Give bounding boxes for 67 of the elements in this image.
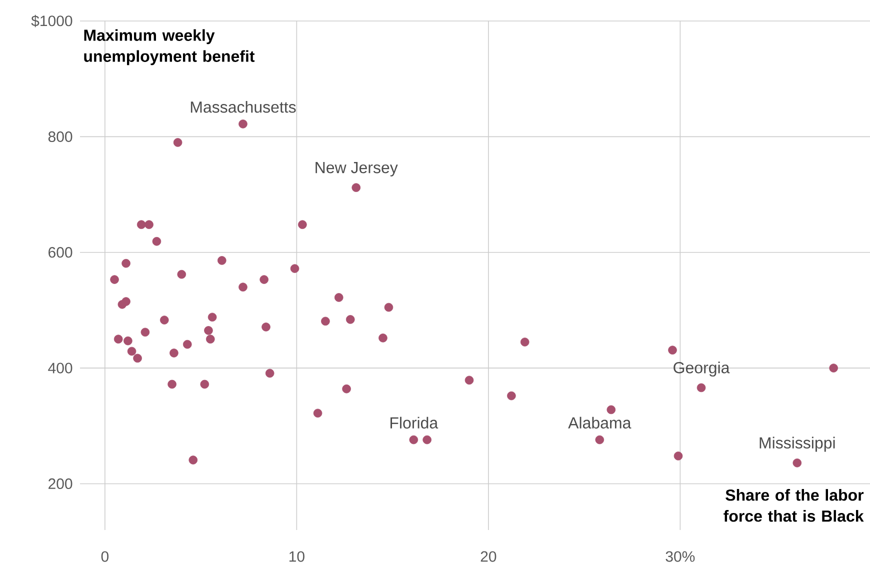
point <box>507 391 516 400</box>
point <box>346 315 355 324</box>
point <box>829 364 838 372</box>
annotation: Georgia <box>674 362 730 377</box>
point <box>160 316 169 324</box>
point <box>200 380 210 389</box>
point <box>260 275 268 284</box>
annotation: Alabama <box>568 416 632 429</box>
point <box>409 435 418 444</box>
y-tick-label: 600 <box>48 247 72 258</box>
point <box>114 334 123 344</box>
point <box>238 282 248 292</box>
point <box>290 264 300 273</box>
x-axis-title: Share of the labor force that is Black <box>724 489 864 522</box>
point <box>144 220 154 230</box>
x-tick-label: 10 <box>289 551 304 562</box>
point <box>124 336 132 346</box>
x-tick-label: 0 <box>101 551 109 562</box>
point <box>182 340 192 349</box>
y-tick-label: $1000 <box>31 14 72 28</box>
y-axis-title: Maximum weekly unemployment benefit <box>84 29 255 66</box>
annotation: Mississippi <box>760 436 835 452</box>
point <box>152 236 162 246</box>
point <box>606 405 616 414</box>
point <box>133 354 142 363</box>
point <box>173 138 182 147</box>
point <box>262 322 270 332</box>
point <box>520 338 530 346</box>
point <box>422 435 432 444</box>
point <box>464 376 474 385</box>
point <box>122 258 130 268</box>
point <box>313 408 322 418</box>
point <box>298 220 307 230</box>
point <box>168 380 176 389</box>
point <box>177 270 186 279</box>
annotation: New Jersey <box>316 162 398 176</box>
point <box>127 346 136 356</box>
point <box>110 275 119 284</box>
point <box>238 120 248 128</box>
point <box>668 346 677 355</box>
point <box>206 334 215 344</box>
point <box>188 456 198 464</box>
y-tick-label: 400 <box>48 362 72 374</box>
point <box>140 328 150 337</box>
annotation: Massachusetts <box>190 101 296 113</box>
point <box>208 312 217 322</box>
point <box>170 348 178 358</box>
point <box>792 458 802 468</box>
point <box>595 435 604 444</box>
point <box>378 334 388 342</box>
point <box>342 384 351 394</box>
point <box>265 368 274 378</box>
y-tick-label: 800 <box>48 131 72 142</box>
point <box>334 293 344 302</box>
annotation: Florida <box>390 416 438 429</box>
x-tick-label: 30% <box>666 551 695 562</box>
x-tick-label: 20 <box>480 551 496 562</box>
point <box>122 297 130 306</box>
point <box>674 452 683 460</box>
point <box>136 220 146 230</box>
point <box>217 256 226 265</box>
point <box>696 383 706 392</box>
point <box>321 316 330 326</box>
point <box>384 302 394 312</box>
y-tick-label: 200 <box>48 478 72 490</box>
point <box>204 326 213 335</box>
point <box>352 183 361 192</box>
